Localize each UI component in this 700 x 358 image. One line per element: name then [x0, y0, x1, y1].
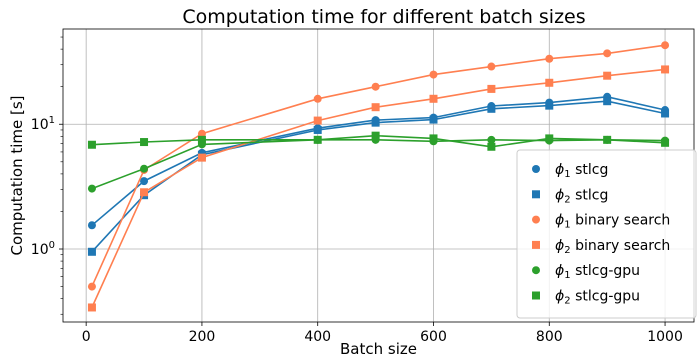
- data-point: [140, 164, 149, 173]
- legend-label: ϕ1 stlcg-gpu: [555, 263, 640, 281]
- y-tick-label: 100: [31, 240, 55, 258]
- legend-marker: [532, 215, 540, 224]
- data-point: [87, 184, 96, 193]
- legend-marker: [532, 266, 540, 275]
- legend-label: ϕ2 binary search: [555, 238, 670, 256]
- legend-marker: [532, 165, 540, 173]
- data-point: [603, 135, 612, 144]
- data-point: [661, 109, 670, 118]
- data-point: [487, 104, 496, 113]
- data-point: [661, 41, 670, 50]
- x-tick-label: 0: [82, 329, 91, 345]
- data-point: [371, 103, 380, 112]
- data-point: [371, 82, 380, 91]
- data-point: [197, 135, 206, 144]
- series-line: [91, 95, 666, 226]
- data-point: [487, 142, 496, 151]
- data-point: [140, 188, 149, 197]
- data-point: [603, 71, 612, 80]
- legend-marker: [532, 240, 540, 249]
- axis-ticks: 0 200 400 600 800 1000 100 101: [31, 36, 683, 345]
- data-point: [545, 101, 554, 110]
- legend-label: ϕ2 stlcg: [555, 187, 608, 205]
- data-point: [87, 303, 96, 312]
- x-axis-label: Batch size: [340, 340, 417, 358]
- y-axis-label: Computation time [s]: [8, 95, 26, 255]
- data-point: [487, 135, 496, 144]
- data-point: [603, 49, 612, 58]
- x-tick-label: 600: [420, 329, 447, 345]
- data-point: [545, 134, 554, 143]
- legend: ϕ1 stlcg ϕ2 stlcg ϕ1 binary search ϕ2 binar…: [516, 149, 697, 319]
- data-point: [197, 153, 206, 162]
- data-point: [197, 129, 206, 138]
- chart-title: Computation time for different batch siz…: [182, 6, 585, 28]
- data-point: [429, 94, 438, 103]
- data-point: [313, 125, 322, 134]
- data-point: [429, 115, 438, 124]
- legend-label: ϕ1 stlcg: [555, 162, 608, 180]
- data-point: [140, 138, 149, 147]
- series-line: [91, 68, 666, 308]
- legend-label: ϕ1 binary search: [555, 213, 670, 231]
- data-point: [313, 135, 322, 144]
- data-point: [487, 62, 496, 71]
- data-point: [87, 247, 96, 256]
- data-point: [87, 140, 96, 149]
- series-line: [91, 44, 666, 287]
- data-point: [313, 116, 322, 125]
- x-tick-label: 800: [536, 329, 563, 345]
- data-point: [371, 118, 380, 127]
- data-point: [371, 131, 380, 140]
- legend-marker: [532, 291, 540, 300]
- data-point: [545, 78, 554, 87]
- data-point: [661, 65, 670, 74]
- data-point: [545, 54, 554, 63]
- data-point: [487, 84, 496, 93]
- data-point: [429, 70, 438, 79]
- data-point: [87, 282, 96, 291]
- x-tick-label: 200: [189, 329, 216, 345]
- x-tick-label: 400: [304, 329, 331, 345]
- data-point: [429, 134, 438, 143]
- series-line: [91, 134, 666, 148]
- data-point: [140, 177, 149, 186]
- series-line: [91, 138, 666, 190]
- legend-box: [516, 149, 697, 319]
- data-point: [603, 97, 612, 106]
- data-point: [661, 138, 670, 147]
- legend-label: ϕ2 stlcg-gpu: [555, 289, 640, 307]
- x-tick-label: 1000: [647, 329, 683, 345]
- y-tick-label: 101: [31, 115, 55, 133]
- data-point: [87, 221, 96, 230]
- plot-area: [87, 41, 670, 312]
- legend-marker: [532, 190, 540, 199]
- data-point: [313, 94, 322, 103]
